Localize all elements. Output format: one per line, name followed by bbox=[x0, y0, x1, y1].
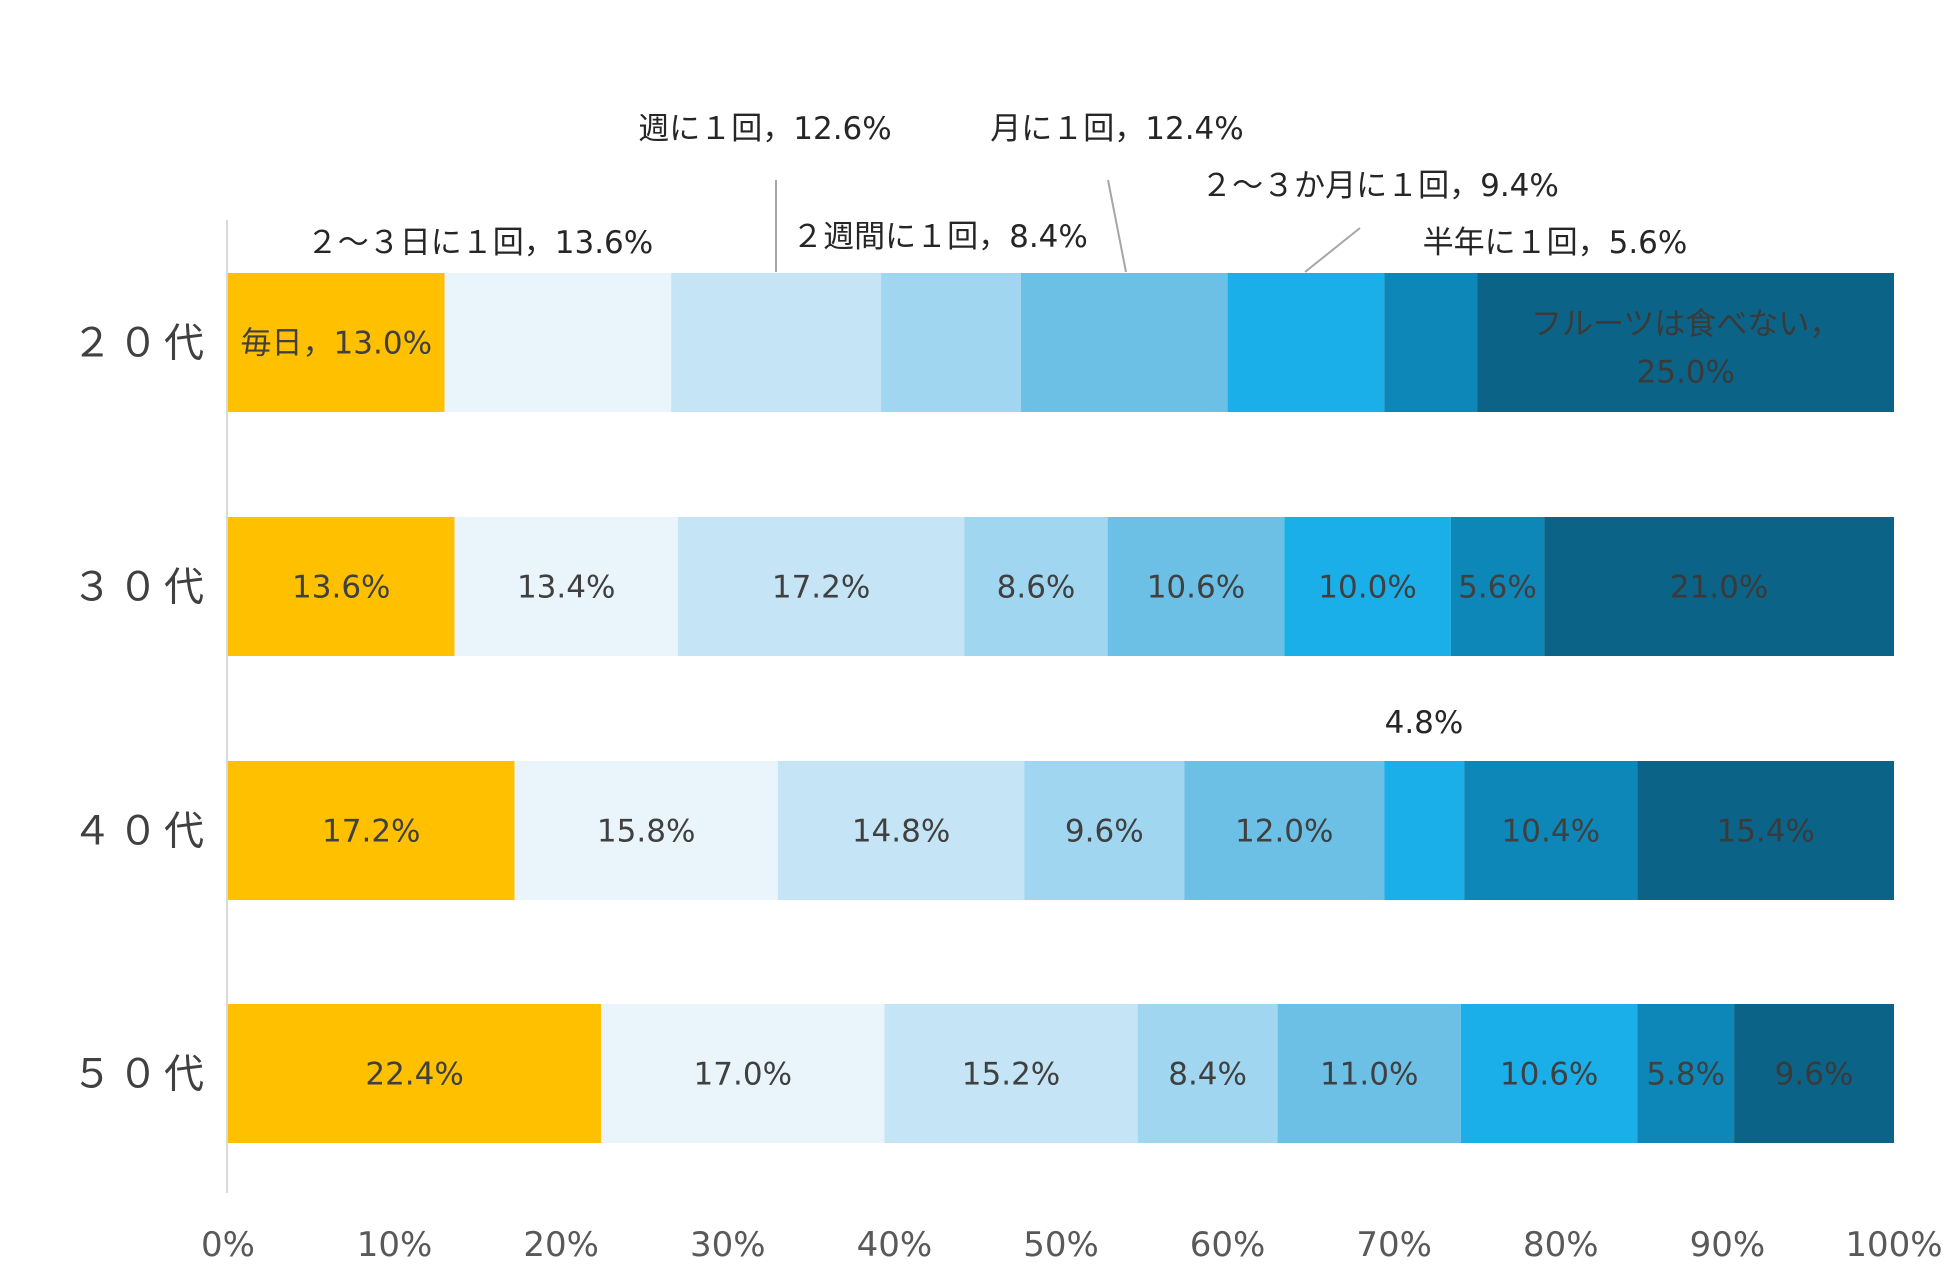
bar-segment bbox=[1184, 761, 1385, 900]
bar-segment bbox=[1137, 1004, 1278, 1143]
x-tick-label: 50% bbox=[1023, 1225, 1099, 1265]
data-label: 17.0% bbox=[694, 1057, 792, 1093]
bar-segment bbox=[1637, 761, 1894, 900]
leader-line bbox=[1304, 227, 1361, 273]
bar-segment bbox=[1637, 1004, 1735, 1143]
data-label: 25.0% bbox=[1637, 355, 1735, 391]
bar-segment bbox=[1227, 273, 1385, 412]
data-label: 17.2% bbox=[772, 570, 870, 606]
data-label: 9.6% bbox=[1775, 1057, 1854, 1093]
callout-label: ２～３日に１回，13.6% bbox=[307, 225, 653, 261]
bar-segment bbox=[1734, 1004, 1894, 1143]
bar-segment bbox=[1024, 761, 1185, 900]
callout-label: 月に１回，12.4% bbox=[990, 111, 1243, 147]
data-label: 13.4% bbox=[517, 570, 615, 606]
callout-label: ２～３か月に１回，9.4% bbox=[1201, 168, 1559, 204]
category-label: ２０代 bbox=[72, 321, 210, 367]
bar-segment bbox=[1460, 1004, 1638, 1143]
data-label: 12.0% bbox=[1235, 814, 1333, 850]
callout-label: ２週間に１回，8.4% bbox=[792, 219, 1088, 255]
x-tick-label: 10% bbox=[357, 1225, 433, 1265]
callout-leaders bbox=[775, 179, 1361, 273]
bar-segment bbox=[881, 273, 1022, 412]
data-label: 8.4% bbox=[1168, 1057, 1247, 1093]
x-tick-label: 40% bbox=[857, 1225, 933, 1265]
bar-segment bbox=[228, 273, 445, 412]
data-label: 13.6% bbox=[292, 570, 390, 606]
bar-segment bbox=[1464, 761, 1638, 900]
data-label: フルーツは食べない， bbox=[1531, 307, 1840, 343]
data-label: 毎日，13.0% bbox=[241, 326, 432, 362]
category-label: ４０代 bbox=[72, 809, 210, 855]
bar-segment bbox=[964, 517, 1108, 656]
data-label: 22.4% bbox=[365, 1057, 463, 1093]
bar-segment bbox=[514, 761, 778, 900]
bar-segment bbox=[444, 273, 672, 412]
x-tick-label: 80% bbox=[1523, 1225, 1599, 1265]
data-label: 10.4% bbox=[1502, 814, 1600, 850]
bar-segment bbox=[671, 273, 882, 412]
data-label: 10.0% bbox=[1318, 570, 1416, 606]
data-label: 15.8% bbox=[597, 814, 695, 850]
x-tick-label: 30% bbox=[690, 1225, 766, 1265]
bar-segment bbox=[1277, 1004, 1461, 1143]
bar-segment bbox=[884, 1004, 1138, 1143]
x-tick-label: 90% bbox=[1690, 1225, 1766, 1265]
category-label: ３０代 bbox=[72, 565, 210, 611]
data-label: 5.8% bbox=[1646, 1057, 1725, 1093]
x-tick-label: 100% bbox=[1845, 1225, 1942, 1265]
data-label: 10.6% bbox=[1147, 570, 1245, 606]
bar-segment bbox=[1284, 517, 1451, 656]
bar-segment bbox=[454, 517, 678, 656]
bar-segment bbox=[777, 761, 1025, 900]
bar-segment bbox=[228, 517, 455, 656]
x-tick-label: 20% bbox=[523, 1225, 599, 1265]
data-label: 15.4% bbox=[1716, 814, 1814, 850]
leader-line bbox=[1107, 179, 1127, 273]
category-labels: ２０代 ３０代 ４０代 ５０代 bbox=[72, 321, 210, 1098]
bar-segment bbox=[1450, 517, 1545, 656]
category-label: ５０代 bbox=[72, 1052, 210, 1098]
segment-labels: 毎日，13.0% フルーツは食べない， 25.0% 13.6% 13.4% 17.2% 8.… bbox=[241, 307, 1854, 1093]
x-tick-label: 0% bbox=[201, 1225, 255, 1265]
x-tick-label: 60% bbox=[1190, 1225, 1266, 1265]
bar-segment bbox=[1544, 517, 1894, 656]
callout-labels: 週に１回，12.6% 月に１回，12.4% ２～３か月に１回，9.4% ２週間に１回，… bbox=[307, 111, 1688, 741]
data-label: 15.2% bbox=[962, 1057, 1060, 1093]
data-label: 21.0% bbox=[1670, 570, 1768, 606]
data-label: 17.2% bbox=[322, 814, 420, 850]
data-label: 8.6% bbox=[997, 570, 1076, 606]
x-tick-label: 70% bbox=[1356, 1225, 1432, 1265]
bar-segment bbox=[601, 1004, 885, 1143]
bar-segment bbox=[1477, 273, 1894, 412]
bar-segment bbox=[677, 517, 965, 656]
bar-segment bbox=[228, 761, 515, 900]
bar-segment bbox=[1384, 761, 1465, 900]
callout-label: 4.8% bbox=[1385, 705, 1464, 741]
data-label: 11.0% bbox=[1320, 1057, 1418, 1093]
data-label: 5.6% bbox=[1458, 570, 1537, 606]
callout-label: 週に１回，12.6% bbox=[638, 111, 891, 147]
data-label: 14.8% bbox=[852, 814, 950, 850]
data-label: 10.6% bbox=[1500, 1057, 1598, 1093]
bar-segment bbox=[1384, 273, 1478, 412]
bar-segment bbox=[228, 1004, 602, 1143]
data-label: 9.6% bbox=[1065, 814, 1144, 850]
bar-segment bbox=[1021, 273, 1228, 412]
x-axis-ticks: 0% 10% 20% 30% 40% 50% 60% 70% 80% 90% 100% bbox=[201, 1225, 1943, 1265]
callout-label: 半年に１回，5.6% bbox=[1423, 225, 1688, 261]
bar-segment bbox=[1107, 517, 1285, 656]
bars-layer bbox=[228, 273, 1894, 1143]
